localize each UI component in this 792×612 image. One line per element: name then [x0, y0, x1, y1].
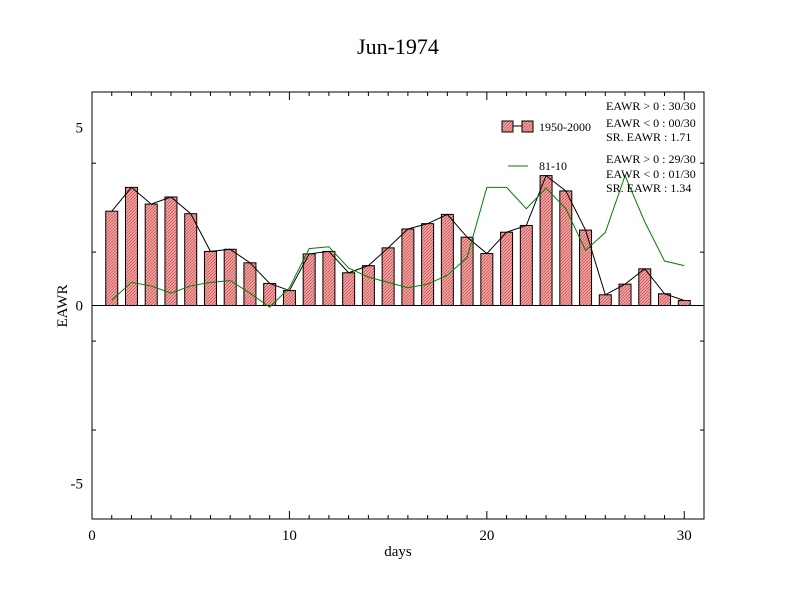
stat-8110-sr: SR. EAWR : 1.34	[606, 181, 691, 195]
x-axis-label: days	[384, 544, 412, 560]
legend-label-1950-2000: 1950-2000	[539, 120, 591, 134]
y-axis: -5 0 5	[71, 121, 704, 520]
y-tick-label: -5	[71, 476, 84, 492]
y-tick-label: 5	[76, 121, 84, 137]
stat-8110-positive: EAWR > 0 : 29/30	[606, 152, 696, 166]
bar	[342, 272, 356, 307]
x-tick-label: 20	[479, 528, 494, 544]
bar	[361, 265, 375, 306]
legend-label-81-10: 81-10	[539, 159, 567, 173]
legend-item-81-10: 81-10	[508, 159, 567, 173]
bar	[677, 300, 691, 307]
bar	[539, 175, 553, 306]
bar	[440, 213, 454, 306]
bar	[460, 236, 474, 306]
stat-8110-negative: EAWR < 0 : 01/30	[606, 167, 696, 181]
legend-swatch-left	[501, 120, 514, 133]
bars-1950-2000	[105, 175, 691, 307]
bar	[618, 283, 632, 306]
bar	[500, 231, 514, 306]
bar	[598, 294, 612, 307]
stats-1950-2000: EAWR > 0 : 30/30 EAWR < 0 : 00/30 SR. EA…	[606, 99, 696, 144]
bar	[144, 203, 158, 306]
bar	[322, 250, 336, 306]
x-tick-label: 30	[677, 528, 692, 544]
y-axis-label: EAWR	[55, 285, 71, 328]
bar	[203, 250, 217, 306]
bar	[421, 223, 435, 307]
series-line-1950-2000	[111, 174, 685, 301]
bar	[282, 290, 296, 306]
stats-81-10: EAWR > 0 : 29/30 EAWR < 0 : 01/30 SR. EA…	[606, 152, 696, 195]
stat-1950-positive: EAWR > 0 : 30/30	[606, 99, 696, 113]
bar	[164, 196, 178, 307]
series-line-81-10	[111, 174, 685, 308]
bar	[124, 186, 138, 306]
x-axis: 0 10 20 30	[88, 92, 705, 544]
bar	[480, 253, 494, 307]
bar	[223, 248, 237, 307]
x-tick-label: 0	[88, 528, 96, 544]
x-tick-label: 10	[282, 528, 297, 544]
legend: 1950-2000 81-10	[501, 120, 591, 173]
legend-item-1950-2000: 1950-2000	[501, 120, 591, 134]
y-tick-label: 0	[76, 299, 84, 315]
chart-title: Jun-1974	[357, 34, 439, 59]
bar	[381, 247, 395, 306]
stat-1950-sr: SR. EAWR : 1.71	[606, 130, 691, 144]
bar	[243, 262, 257, 306]
bar	[105, 210, 119, 306]
bar	[263, 282, 277, 306]
legend-swatch-right	[521, 120, 534, 133]
bar	[401, 228, 415, 306]
bar	[519, 224, 533, 306]
stat-1950-negative: EAWR < 0 : 00/30	[606, 116, 696, 130]
bar	[184, 213, 198, 307]
